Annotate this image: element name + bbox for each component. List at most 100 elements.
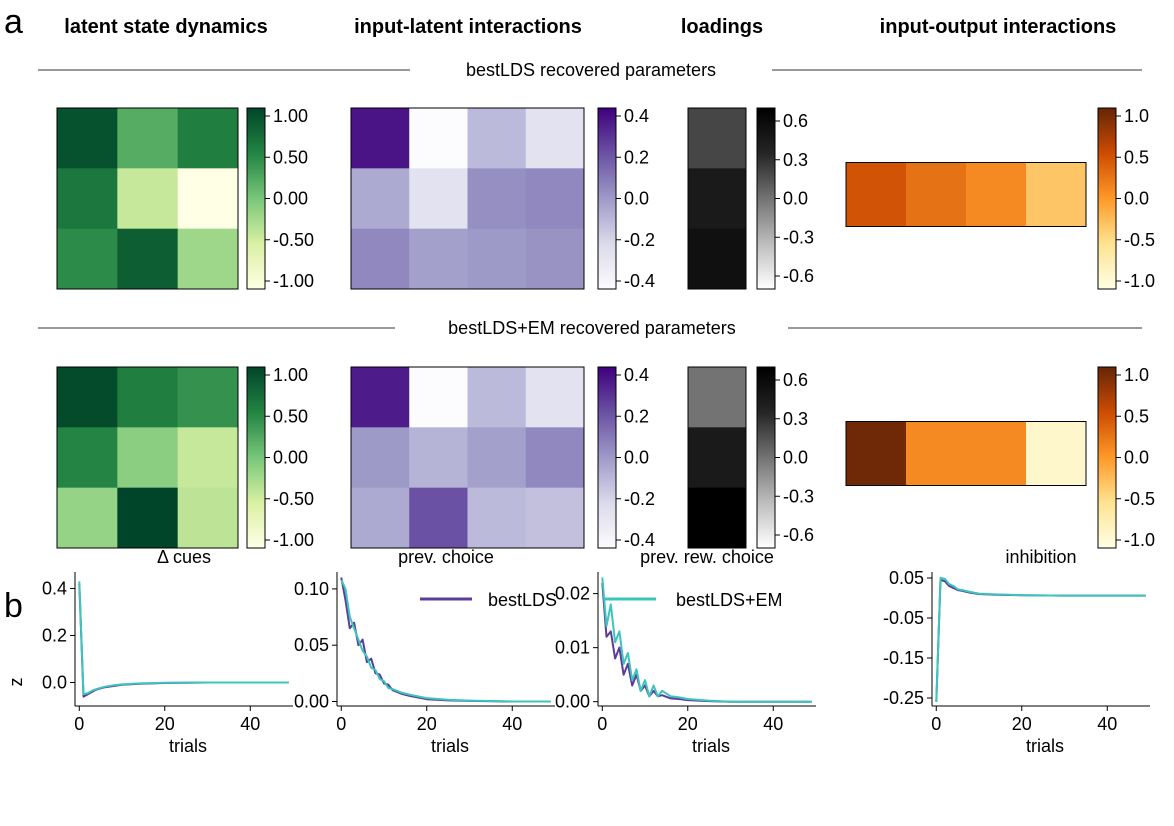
heatmap-cell <box>688 229 747 290</box>
colorbar-tick-label: 1.0 <box>1124 365 1149 385</box>
y-tick-label: 0.05 <box>889 568 924 588</box>
y-tick-label: -0.25 <box>883 688 924 708</box>
heatmap-cell <box>57 168 118 229</box>
heatmap-cell <box>526 427 585 488</box>
heatmap-cell <box>57 229 118 290</box>
heatmap-cell <box>468 367 527 428</box>
heatmap-cell <box>57 108 118 169</box>
column-header-loadings: loadings <box>681 16 763 38</box>
legend: bestLDS bestLDS+EM <box>420 590 783 610</box>
heatmap-cell <box>688 108 747 169</box>
heatmap-cell <box>409 488 468 549</box>
colorbar-tick-label: 0.2 <box>624 147 649 167</box>
heatmap-cell <box>1026 422 1087 487</box>
colorbar-tick-label: 0.0 <box>624 189 649 209</box>
heatmap-cell <box>526 108 585 169</box>
heatmap-cell <box>468 108 527 169</box>
heatmap-cell <box>178 367 239 428</box>
colorbar-tick-label: 0.0 <box>1124 448 1149 468</box>
colorbar-tick-label: 0.00 <box>273 189 308 209</box>
series-line-bestlds <box>79 584 288 697</box>
x-tick-label: 40 <box>240 714 260 734</box>
colorbar-tick-label: -0.3 <box>783 486 814 506</box>
heatmap-cell <box>409 427 468 488</box>
y-tick-label: 0.01 <box>555 638 590 658</box>
colorbar-tick-label: 0.6 <box>783 111 808 131</box>
colorbar-gradient <box>598 367 616 548</box>
row1-colorbar-input-output: 1.00.50.0-0.5-1.0 <box>1098 106 1155 291</box>
series-line-bestlds-em <box>79 581 288 694</box>
row1-colorbar-latent-state: 1.00 0.50 0.00 -0.50 -1.00 <box>247 106 314 291</box>
heatmap-cell <box>117 168 178 229</box>
row2-colorbar-loadings: 0.6 0.3 0.0 -0.3 -0.6 <box>757 367 814 548</box>
heatmap-cell <box>409 108 468 169</box>
colorbar-tick-label: 0.0 <box>783 448 808 468</box>
subplot-delta-cues: Δ cues0.40.20.00 20 40trials <box>42 547 293 756</box>
heatmap-cell <box>351 488 410 549</box>
colorbar-tick-label: -1.0 <box>1124 530 1155 550</box>
colorbar-tick-label: 0.00 <box>273 448 308 468</box>
row2-title: bestLDS+EM recovered parameters <box>448 318 736 338</box>
heatmap-cell <box>526 367 585 428</box>
heatmap-cell <box>966 422 1027 487</box>
colorbar-tick-label: 1.0 <box>1124 106 1149 126</box>
y-axis-label-z: z <box>6 678 26 687</box>
colorbar-gradient <box>1098 367 1116 548</box>
colorbar-tick-label: 0.3 <box>783 150 808 170</box>
row2-colorbar-input-latent: 0.40.20.0-0.2-0.4 <box>598 365 655 550</box>
y-tick-label: -0.05 <box>883 608 924 628</box>
row2-latent-state-heatmap <box>57 367 239 549</box>
x-tick-label: 0 <box>74 714 84 734</box>
colorbar-tick-label: -0.5 <box>1124 230 1155 250</box>
column-header-input-latent-interactions: input-latent interactions <box>354 16 582 38</box>
heatmap-cell <box>178 427 239 488</box>
subplot-title: inhibition <box>1005 547 1076 567</box>
x-tick-label: 0 <box>931 714 941 734</box>
subplot-prev-rew-choice: prev. rew. choice0.020.010.000 20 40trials <box>555 547 816 756</box>
subplot-title: Δ cues <box>157 547 211 567</box>
colorbar-tick-label: -0.4 <box>624 271 655 291</box>
panel-label-a: a <box>4 3 23 41</box>
row1-colorbar-input-latent: 0.4 0.2 0.0 -0.2 -0.4 <box>598 106 655 291</box>
x-tick-label: 20 <box>1012 714 1032 734</box>
subplot-title: prev. choice <box>398 547 494 567</box>
heatmap-cell <box>906 163 967 228</box>
colorbar-tick-label: 0.5 <box>1124 406 1149 426</box>
heatmap-cell <box>409 367 468 428</box>
heatmap-cell <box>688 367 747 428</box>
colorbar-gradient <box>598 108 616 289</box>
colorbar-tick-label: 1.00 <box>273 365 308 385</box>
x-axis-label: trials <box>169 736 207 756</box>
heatmap-cell <box>351 168 410 229</box>
x-axis-label: trials <box>431 736 469 756</box>
row1-colorbar-loadings: 0.6 0.3 0.0 -0.3 -0.6 <box>757 108 814 289</box>
column-header-latent-state-dynamics: latent state dynamics <box>64 16 267 38</box>
x-tick-label: 40 <box>763 714 783 734</box>
y-tick-label: 0.00 <box>555 692 590 712</box>
heatmap-cell <box>526 168 585 229</box>
x-tick-label: 0 <box>597 714 607 734</box>
heatmap-cell <box>906 422 967 487</box>
y-tick-label: -0.15 <box>883 648 924 668</box>
colorbar-tick-label: 1.00 <box>273 106 308 126</box>
heatmap-cell <box>57 367 118 428</box>
heatmap-cell <box>1026 163 1087 228</box>
heatmap-cell <box>468 229 527 290</box>
x-tick-label: 20 <box>417 714 437 734</box>
colorbar-gradient <box>757 367 775 548</box>
heatmap-cell <box>468 168 527 229</box>
row1-input-latent-heatmap <box>351 108 585 290</box>
heatmap-cell <box>178 229 239 290</box>
colorbar-gradient <box>1098 108 1116 289</box>
heatmap-cell <box>57 427 118 488</box>
heatmap-cell <box>468 427 527 488</box>
heatmap-cell <box>117 229 178 290</box>
colorbar-tick-label: -0.50 <box>273 230 314 250</box>
subplot-prev-choice: prev. choice0.100.050.000 20 40trials <box>294 547 555 756</box>
heatmap-cell <box>351 229 410 290</box>
colorbar-gradient <box>757 108 775 289</box>
colorbar-tick-label: -0.3 <box>783 227 814 247</box>
row1-input-output-heatmap <box>846 163 1087 228</box>
x-axis-label: trials <box>1026 736 1064 756</box>
